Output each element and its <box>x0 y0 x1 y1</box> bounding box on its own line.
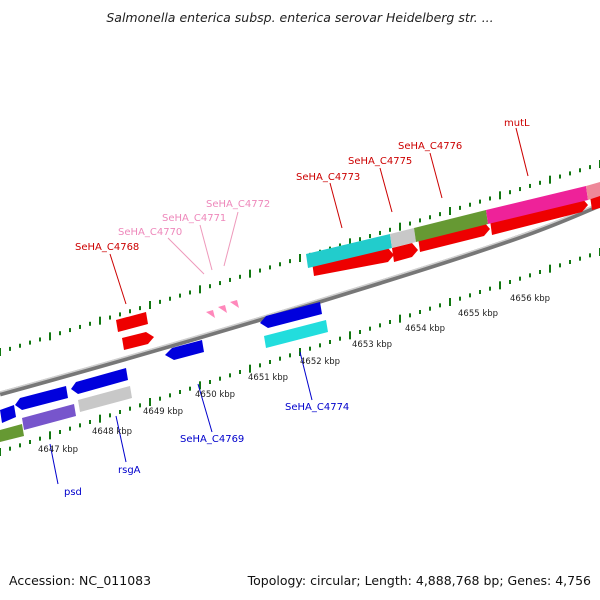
genome-title: Salmonella enterica subsp. enterica sero… <box>106 10 494 25</box>
cog-grey[interactable] <box>390 228 416 248</box>
cds-reverse[interactable] <box>0 405 16 423</box>
genome-backbone <box>0 202 600 397</box>
scale-label: 4653 kbp <box>352 340 392 350</box>
cog-cyan[interactable] <box>264 320 328 348</box>
cds-forward[interactable] <box>418 222 490 252</box>
cds-forward-small[interactable] <box>218 305 227 313</box>
gene-labels: SeHA_C4768 SeHA_C4770 SeHA_C4771 SeHA_C4… <box>64 118 530 498</box>
scale-label: 4647 kbp <box>38 445 78 455</box>
gene-features <box>0 182 600 442</box>
scale-label: 4656 kbp <box>510 294 550 304</box>
accession-text: Accession: NC_011083 <box>9 573 152 588</box>
genome-summary-text: Topology: circular; Length: 4,888,768 bp… <box>247 573 591 588</box>
cds-forward-small[interactable] <box>230 300 239 308</box>
cog-purple[interactable] <box>22 404 76 430</box>
gene-label: SeHA_C4776 <box>398 141 462 152</box>
tick-tracks <box>0 160 600 456</box>
label-leaders <box>49 127 529 485</box>
cog-pink[interactable] <box>586 182 600 200</box>
scale-labels: 4647 kbp 4648 kbp 4649 kbp 4650 kbp 4651… <box>38 294 550 455</box>
gene-label: SeHA_C4768 <box>75 242 139 253</box>
cds-forward[interactable] <box>122 332 154 350</box>
cds-forward[interactable] <box>392 243 418 262</box>
gene-label: rsgA <box>118 465 141 476</box>
cds-reverse[interactable] <box>260 302 322 328</box>
cds-forward[interactable] <box>312 248 394 276</box>
gene-label: SeHA_C4773 <box>296 172 360 183</box>
scale-label: 4651 kbp <box>248 373 288 383</box>
gene-label: SeHA_C4771 <box>162 213 226 224</box>
cds-forward-small[interactable] <box>206 310 215 318</box>
cog-olive[interactable] <box>0 424 24 442</box>
gene-label: SeHA_C4769 <box>180 434 244 445</box>
gene-label: SeHA_C4770 <box>118 227 182 238</box>
cog-grey[interactable] <box>78 386 132 412</box>
scale-label: 4654 kbp <box>405 324 445 334</box>
gene-label: mutL <box>504 118 530 129</box>
gene-label: SeHA_C4775 <box>348 156 412 167</box>
scale-label: 4649 kbp <box>143 407 183 417</box>
cog-olive[interactable] <box>414 210 488 242</box>
gene-label: SeHA_C4774 <box>285 402 349 413</box>
scale-label: 4648 kbp <box>92 427 132 437</box>
gene-label: psd <box>64 487 82 498</box>
scale-label: 4652 kbp <box>300 357 340 367</box>
cds-forward[interactable] <box>116 312 148 332</box>
cds-reverse[interactable] <box>165 340 204 360</box>
cds-reverse[interactable] <box>71 368 128 394</box>
scale-label: 4650 kbp <box>195 390 235 400</box>
scale-label: 4655 kbp <box>458 309 498 319</box>
cog-magenta[interactable] <box>486 186 588 224</box>
cog-cyan[interactable] <box>306 234 392 268</box>
cds-forward[interactable] <box>490 198 588 235</box>
gene-label: SeHA_C4772 <box>206 199 270 210</box>
cds-reverse[interactable] <box>15 386 68 410</box>
